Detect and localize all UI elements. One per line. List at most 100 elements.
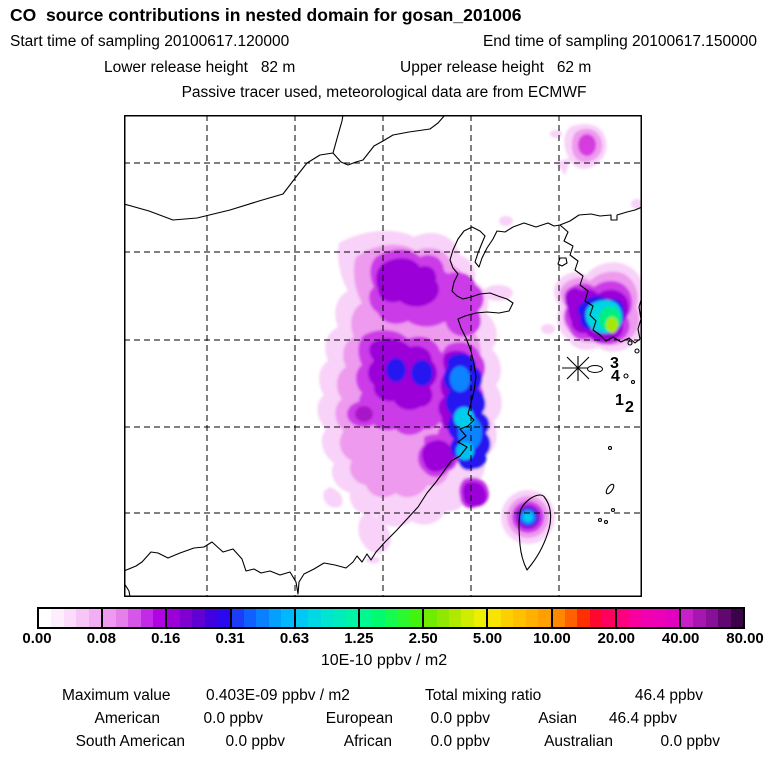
colorbar-divider	[293, 609, 296, 627]
colorbar-cell	[629, 609, 642, 627]
region-label-asian: Asian	[538, 710, 577, 727]
colorbar-unit-label: 10E-10 ppbv / m2	[320, 652, 448, 669]
release-point-label: 2	[625, 399, 634, 416]
colorbar-cell	[372, 609, 385, 627]
colorbar-cell	[103, 609, 116, 627]
colorbar-cell	[384, 609, 398, 627]
colorbar-divider	[229, 609, 232, 627]
colorbar-cell	[295, 609, 309, 627]
region-value-european: 0.0 ppbv	[430, 710, 490, 727]
colorbar-cell	[179, 609, 193, 627]
colorbar-cell	[256, 609, 269, 627]
colorbar-tick-label: 2.50	[408, 630, 438, 647]
colorbar-divider	[422, 609, 425, 627]
colorbar-cell	[654, 609, 667, 627]
total-mixing-ratio-value: 46.4 ppbv	[634, 687, 703, 704]
receptor-marker	[562, 356, 594, 381]
colorbar-tick-label: 80.00	[726, 630, 764, 647]
colorbar-cell	[397, 609, 410, 627]
colorbar-cell	[152, 609, 166, 627]
colorbar-tick-label: 0.00	[22, 630, 52, 647]
page-title: CO source contributions in nested domain…	[10, 5, 522, 25]
region-value-asian: 46.4 ppbv	[608, 710, 677, 727]
colorbar-cell	[680, 609, 694, 627]
region-label-australian: Australian	[544, 733, 613, 750]
region-label-african: African	[343, 733, 392, 750]
colorbar-cell	[51, 609, 64, 627]
colorbar-cell	[333, 609, 346, 627]
maximum-value: 0.403E-09 ppbv / m2	[206, 687, 350, 704]
colorbar-ticks: 0.00 0.08 0.16 0.31 0.63 1.25 2.50 5.00 10.00 20.…	[0, 630, 768, 650]
colorbar-cell	[461, 609, 474, 627]
colorbar-cell	[308, 609, 321, 627]
colorbar-cell	[589, 609, 603, 627]
colorbar-cell	[449, 609, 462, 627]
release-point-label: 1	[615, 392, 624, 409]
colorbar-cell	[705, 609, 719, 627]
map-frame	[124, 115, 642, 597]
total-mixing-ratio-label: Total mixing ratio	[425, 687, 542, 704]
colorbar-cell	[488, 609, 501, 627]
release-point-label: 3	[610, 355, 619, 372]
colorbar-cell	[39, 609, 52, 627]
region-value-australian: 0.0 ppbv	[660, 733, 720, 750]
colorbar-cell	[473, 609, 487, 627]
colorbar-cell	[525, 609, 539, 627]
colorbar-cell	[140, 609, 153, 627]
colorbar-tick-label: 0.16	[151, 630, 181, 647]
colorbar-tick-label: 0.08	[86, 630, 116, 647]
colorbar-cell	[538, 609, 551, 627]
concentration-map: 3 4 1 2	[123, 114, 646, 598]
colorbar-cell	[76, 609, 89, 627]
colorbar-cell	[424, 609, 437, 627]
colorbar-bar	[37, 607, 745, 629]
region-value-african: 0.0 ppbv	[430, 733, 490, 750]
colorbar-cell	[204, 609, 218, 627]
colorbar-divider	[550, 609, 553, 627]
colorbar-cell	[693, 609, 706, 627]
colorbar-tick-label: 20.00	[597, 630, 636, 647]
colorbar-tick-label: 40.00	[661, 630, 700, 647]
colorbar-divider	[101, 609, 104, 627]
colorbar-tick-label: 5.00	[472, 630, 503, 647]
latlon-grid	[124, 115, 642, 597]
colorbar-cell	[268, 609, 282, 627]
map-panel: 3 4 1 2	[123, 114, 646, 598]
lower-release-text: Lower release height 82 m	[104, 59, 296, 76]
region-label-european: European	[325, 710, 393, 727]
plume-layers	[317, 123, 646, 564]
colorbar-tick-label: 0.63	[279, 630, 310, 647]
colorbar-cell	[552, 609, 565, 627]
region-value-south-american: 0.0 ppbv	[225, 733, 285, 750]
colorbar-cell	[616, 609, 630, 627]
colorbar-cell	[345, 609, 358, 627]
coastlines	[123, 114, 643, 598]
jeju-island-outline	[587, 365, 603, 373]
colorbar-cell	[602, 609, 615, 627]
region-value-american: 0.0 ppbv	[203, 710, 263, 727]
colorbar-divider	[165, 609, 168, 627]
upper-release-text: Upper release height 62 m	[400, 59, 592, 76]
colorbar-cell	[359, 609, 373, 627]
colorbar-cell	[564, 609, 578, 627]
release-point-numbers: 3 4 1 2	[610, 355, 634, 416]
colorbar-cell	[718, 609, 731, 627]
colorbar-divider	[486, 609, 489, 627]
colorbar-cell	[115, 609, 129, 627]
colorbar-cell	[409, 609, 423, 627]
colorbar-cell	[63, 609, 77, 627]
region-label-american: American	[94, 710, 160, 727]
release-point-label: 4	[611, 368, 620, 385]
colorbar-tick-label: 1.25	[344, 630, 374, 647]
colorbar-cell	[730, 609, 744, 627]
colorbar-divider	[357, 609, 360, 627]
colorbar-divider	[678, 609, 681, 627]
maximum-value-label: Maximum value	[62, 687, 171, 704]
colorbar-cell	[513, 609, 526, 627]
colorbar-cell	[436, 609, 449, 627]
colorbar-cell	[167, 609, 180, 627]
region-label-south-american: South American	[75, 733, 185, 750]
start-time-text: Start time of sampling 20100617.120000	[10, 33, 290, 50]
colorbar-cell	[231, 609, 244, 627]
